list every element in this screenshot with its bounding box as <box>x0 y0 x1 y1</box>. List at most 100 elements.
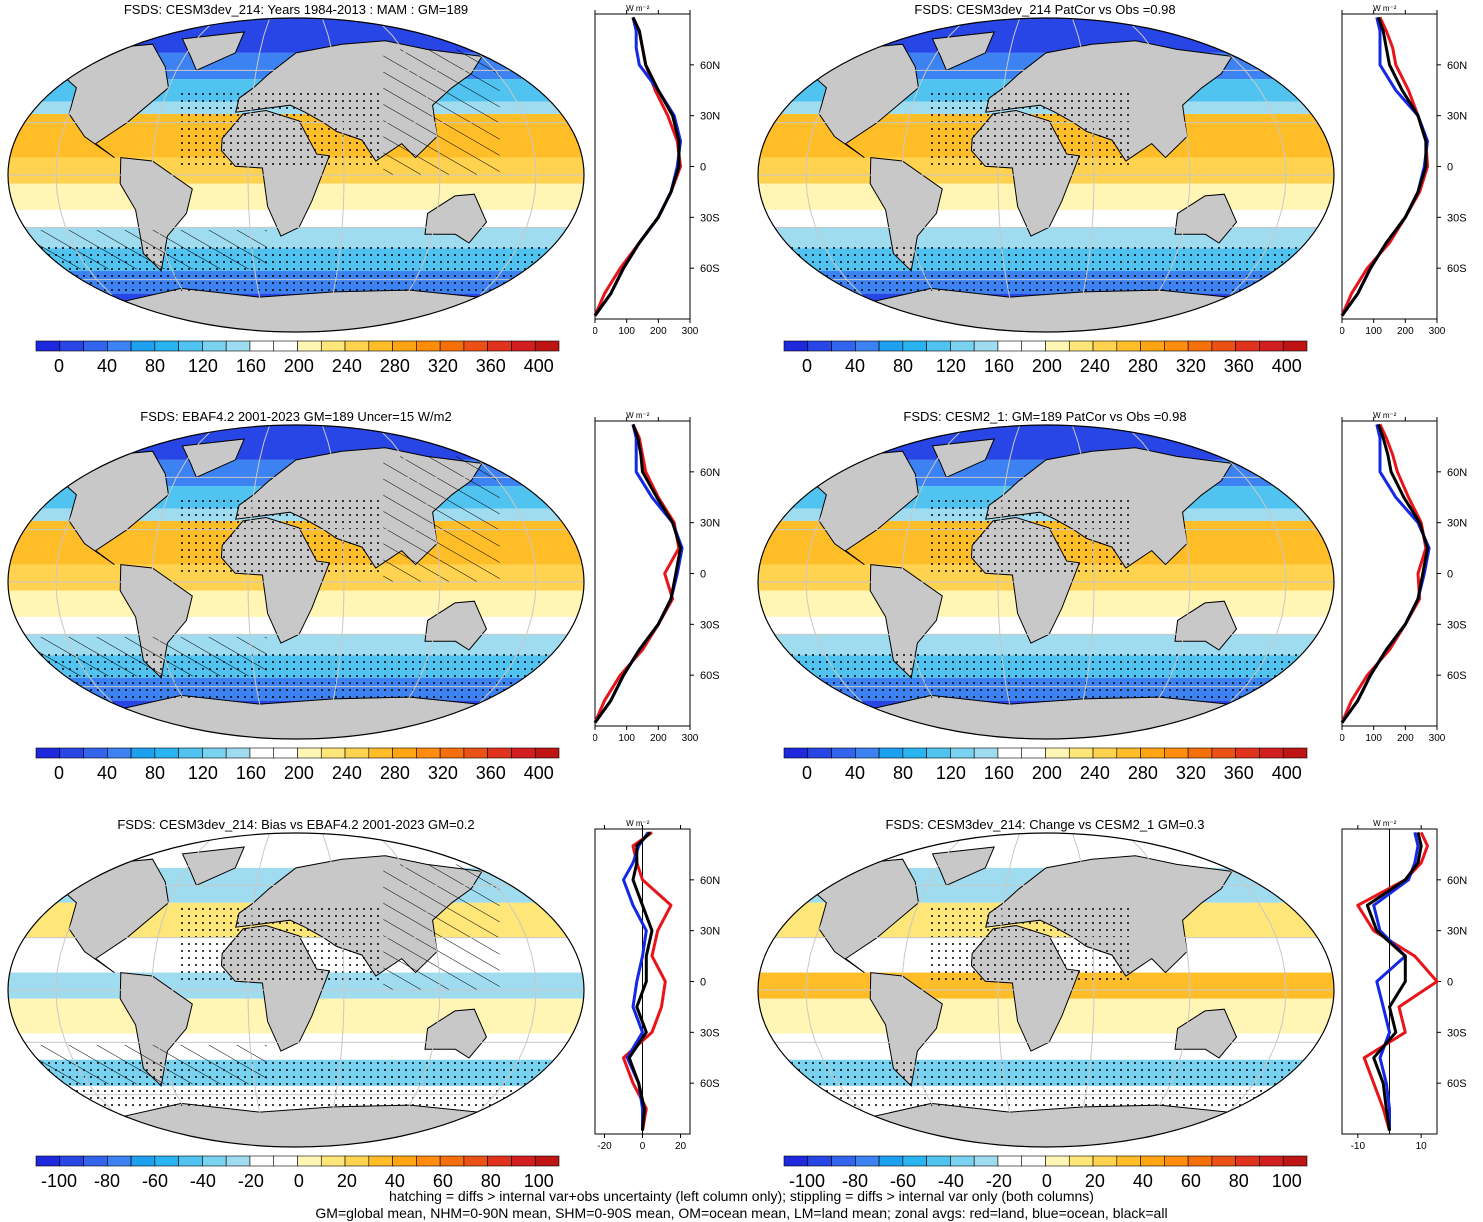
zonal-unit-label: W m⁻² <box>1373 819 1397 828</box>
colorbar-tick-label: 160 <box>983 356 1014 376</box>
hatching <box>34 636 267 677</box>
lat-tick-label: 30N <box>700 111 720 123</box>
colorbar-tick-label: -20 <box>237 1171 264 1191</box>
map-border <box>7 17 585 333</box>
colorbar-swatch <box>1068 340 1094 352</box>
graticule-lon <box>427 833 537 1147</box>
lat-tick-label: 60S <box>1447 1078 1467 1090</box>
stippling <box>929 88 1134 168</box>
field-band <box>758 833 1334 868</box>
colorbar-tick-label: 280 <box>1127 356 1158 376</box>
field-band <box>8 18 584 53</box>
colorbar-swatch <box>249 747 275 759</box>
colorbar-tick-label: 400 <box>1271 763 1302 783</box>
colorbar-swatch <box>1092 340 1118 352</box>
x-tick-label: 200 <box>1397 733 1414 744</box>
panel-title-2: FSDS: CESM3dev_214 PatCor vs Obs =0.98 <box>914 2 1176 17</box>
graticule-lon <box>1124 18 1191 332</box>
colorbar-tick-label: 20 <box>1084 1171 1105 1191</box>
zonal-mean-plot-2: W m⁻² 60N 30N 0 30S 60S 0 100 200 300 <box>1340 4 1467 337</box>
colorbar-swatch <box>83 1155 108 1167</box>
continent-australia <box>424 600 488 651</box>
colorbar-swatch <box>178 747 203 759</box>
colorbar-tick-label: 400 <box>523 763 554 783</box>
colorbar-tick-label: 240 <box>331 356 362 376</box>
graticule-lon <box>247 18 271 332</box>
colorbar-swatch <box>997 747 1023 759</box>
field-band <box>8 833 584 868</box>
colorbar-swatch <box>1140 340 1165 352</box>
colorbar-swatch <box>83 747 108 759</box>
colorbar-tick-label: 360 <box>1223 356 1254 376</box>
colorbar-tick-label: 80 <box>892 356 913 376</box>
lat-tick-label: 60N <box>1447 60 1467 72</box>
colorbar-swatch <box>344 1155 370 1167</box>
graticule-lon <box>151 833 218 1147</box>
continent-australia <box>1174 1008 1238 1059</box>
zonal-mean-plot-3: W m⁻² 60N 30N 0 30S 60S 0 100 200 300 <box>593 411 720 744</box>
colorbar-tick-label: 320 <box>1175 763 1206 783</box>
continent-north-america <box>56 450 170 566</box>
graticule-lon <box>55 833 165 1147</box>
colorbar-swatch <box>855 747 880 759</box>
x-tick-label: 0 <box>1340 326 1345 337</box>
lat-tick-label: 0 <box>700 569 706 581</box>
colorbar-swatch <box>831 340 856 352</box>
colorbar-swatch <box>463 747 488 759</box>
colorbar-tick-label: 160 <box>983 763 1014 783</box>
colorbar-tick-label: 0 <box>801 763 812 783</box>
colorbar-swatch <box>416 340 441 352</box>
hatching <box>34 229 267 270</box>
lat-tick-label: 60S <box>1447 670 1467 682</box>
zonal-plot-frame <box>594 13 691 320</box>
x-tick-label: 300 <box>1429 733 1446 744</box>
colorbar-tick-label: -100 <box>40 1171 78 1191</box>
colorbar-tick-label: 200 <box>283 356 314 376</box>
graticule-lon <box>1071 425 1095 739</box>
colorbar-tick-label: 240 <box>1079 356 1110 376</box>
graticule-lon <box>901 425 968 739</box>
zonal-series-all <box>1340 16 1428 317</box>
continent-greenland <box>931 846 995 886</box>
graticule-lon <box>805 18 915 332</box>
colorbar-tick-label: 40 <box>96 763 117 783</box>
colorbar-swatch <box>463 340 488 352</box>
field-band <box>758 18 1334 53</box>
colorbar-swatch <box>130 340 156 352</box>
continent-australia <box>424 193 488 244</box>
colorbar-tick-label: 0 <box>293 1171 304 1191</box>
colorbar-swatch <box>107 747 132 759</box>
graticule-lon <box>374 18 441 332</box>
stippling <box>179 903 384 983</box>
colorbar-swatch <box>534 1155 560 1167</box>
stippling <box>929 903 1134 983</box>
colorbar-swatch <box>154 1155 179 1167</box>
map-1 <box>7 17 585 333</box>
colorbar-tick-label: 120 <box>935 763 966 783</box>
x-tick-label: 100 <box>618 326 635 337</box>
colorbar-swatch <box>511 747 536 759</box>
colorbar-swatch <box>392 340 417 352</box>
zonal-series-all <box>627 831 654 1131</box>
colorbar-3 <box>35 747 560 759</box>
zonal-series-land <box>1356 831 1439 1132</box>
graticule-lon <box>997 425 1021 739</box>
graticule-lon <box>321 425 345 739</box>
colorbar-swatch <box>973 747 999 759</box>
hatching <box>383 49 500 175</box>
graticule-lon <box>374 833 441 1147</box>
colorbar-swatch <box>297 340 322 352</box>
stippling <box>929 495 1134 575</box>
colorbar-swatch <box>368 747 393 759</box>
x-tick-label: 100 <box>1365 326 1382 337</box>
colorbar-2 <box>783 340 1308 352</box>
zonal-unit-label: W m⁻² <box>626 411 650 420</box>
x-tick-label: 0 <box>593 326 598 337</box>
colorbar-swatch <box>926 340 951 352</box>
colorbar-tick-label: 80 <box>892 763 913 783</box>
lat-tick-label: 30N <box>700 926 720 938</box>
colorbar-swatch <box>855 340 880 352</box>
colorbar-swatch <box>1187 340 1213 352</box>
colorbar-swatch <box>487 747 512 759</box>
colorbar-swatch <box>59 340 84 352</box>
